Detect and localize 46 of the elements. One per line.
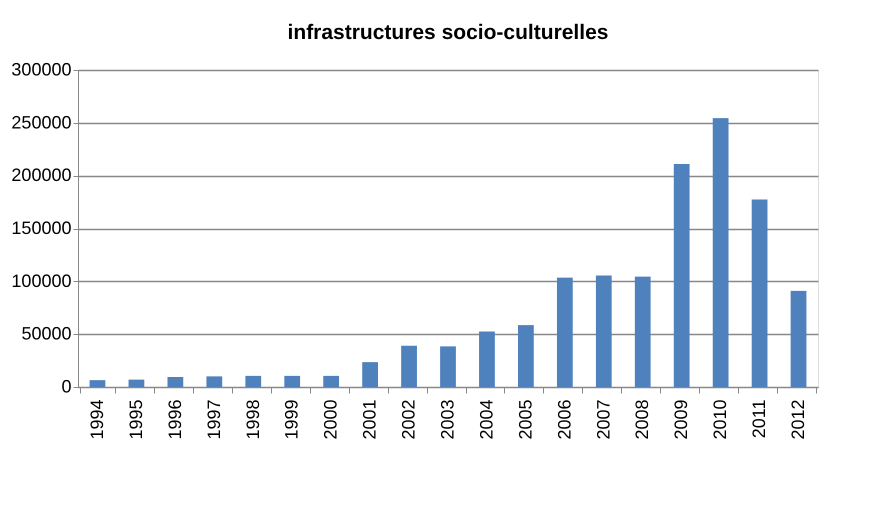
bar [167,376,184,387]
x-tick-label: 2012 [788,400,808,440]
bar [128,380,144,387]
x-tick-label: 2007 [593,400,614,440]
y-tick-label: 150000 [11,218,72,238]
x-tick-label: 1996 [164,400,185,440]
bar [596,276,612,387]
bar [90,380,106,387]
x-tick-label: 1998 [242,400,263,440]
bar [674,164,690,387]
chart-title: infrastructures socio-culturelles [288,21,608,44]
x-tick-label: 1997 [204,400,224,440]
bar [634,276,651,387]
bar [712,118,729,387]
bar [518,325,534,387]
y-tick-label: 300000 [11,60,72,80]
bar [401,346,417,387]
x-tick-label: 2006 [554,400,574,440]
y-tick-label: 200000 [11,165,72,186]
x-tick-label: 2000 [320,400,341,440]
x-tick-label: 2011 [749,400,770,438]
x-tick-label: 1994 [86,400,107,440]
x-tick-label: 1999 [282,400,302,440]
x-tick-label: 2003 [438,400,458,440]
x-tick-label: 2001 [360,400,380,440]
bar [245,376,262,387]
x-tick-label: 2010 [710,400,730,440]
y-tick-label: 100000 [11,270,72,291]
bar [752,199,768,387]
bar [284,376,300,387]
x-tick-label: 2005 [515,400,536,440]
x-tick-label: 2008 [632,400,652,440]
bar [206,376,222,387]
bar [790,290,806,387]
bar [362,362,378,387]
y-tick-label: 250000 [11,112,72,132]
x-tick-label: 2009 [671,400,692,440]
bar [440,346,456,387]
x-tick-label: 2004 [476,400,496,440]
bar [556,278,573,387]
bar [479,332,495,387]
y-tick-label: 0 [61,376,72,396]
x-tick-label: 2002 [398,400,419,440]
bar [323,376,340,387]
y-tick-label: 50000 [21,324,72,344]
x-tick-label: 1995 [126,400,146,440]
